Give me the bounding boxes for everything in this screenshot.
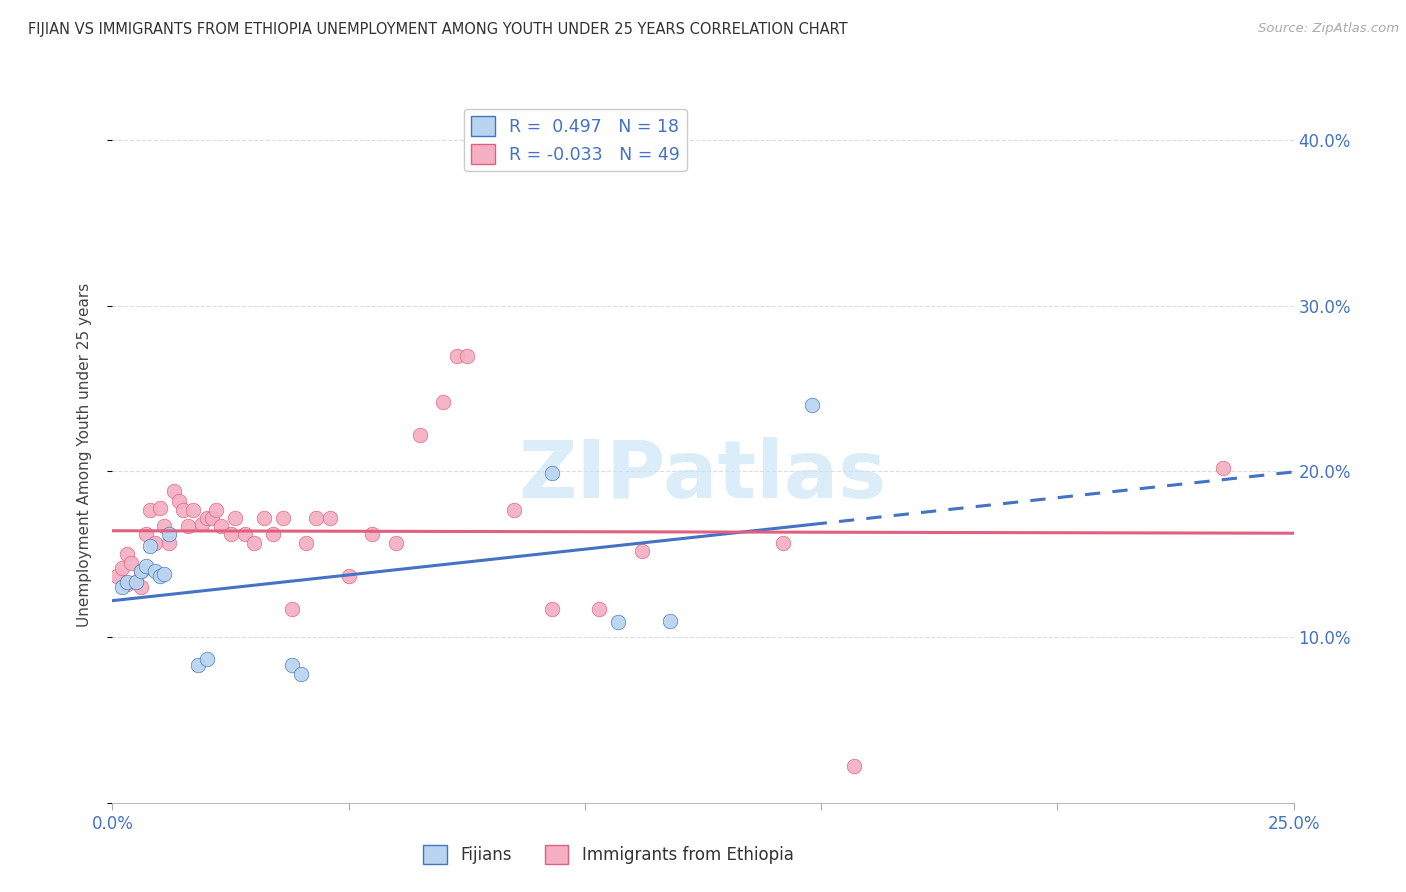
Point bbox=[149, 500, 172, 515]
Point bbox=[167, 494, 190, 508]
Point bbox=[271, 511, 294, 525]
Point bbox=[540, 466, 562, 480]
Point bbox=[172, 502, 194, 516]
Point bbox=[153, 519, 176, 533]
Point bbox=[630, 544, 652, 558]
Point bbox=[233, 527, 256, 541]
Point bbox=[319, 511, 342, 525]
Point bbox=[361, 527, 384, 541]
Point bbox=[135, 527, 157, 541]
Point bbox=[800, 398, 823, 412]
Point bbox=[177, 519, 200, 533]
Point bbox=[115, 577, 138, 591]
Point bbox=[588, 602, 610, 616]
Point bbox=[772, 535, 794, 549]
Text: FIJIAN VS IMMIGRANTS FROM ETHIOPIA UNEMPLOYMENT AMONG YOUTH UNDER 25 YEARS CORRE: FIJIAN VS IMMIGRANTS FROM ETHIOPIA UNEMP… bbox=[28, 22, 848, 37]
Point bbox=[115, 547, 138, 561]
Point bbox=[432, 395, 454, 409]
Point bbox=[607, 615, 630, 630]
Point bbox=[163, 484, 186, 499]
Point bbox=[135, 558, 157, 573]
Point bbox=[295, 535, 318, 549]
Point bbox=[157, 527, 180, 541]
Point bbox=[186, 658, 208, 673]
Point bbox=[540, 602, 562, 616]
Point bbox=[385, 535, 408, 549]
Point bbox=[503, 502, 526, 516]
Point bbox=[125, 575, 148, 590]
Point bbox=[129, 564, 152, 578]
Point bbox=[456, 349, 478, 363]
Point bbox=[281, 602, 304, 616]
Point bbox=[143, 535, 166, 549]
Point bbox=[281, 658, 304, 673]
Point bbox=[153, 567, 176, 582]
Point bbox=[224, 511, 246, 525]
Point bbox=[105, 569, 128, 583]
Point bbox=[253, 511, 276, 525]
Point bbox=[191, 517, 214, 532]
Text: Source: ZipAtlas.com: Source: ZipAtlas.com bbox=[1258, 22, 1399, 36]
Point bbox=[157, 535, 180, 549]
Point bbox=[844, 759, 866, 773]
Point bbox=[290, 666, 312, 681]
Point bbox=[337, 569, 360, 583]
Point bbox=[201, 511, 224, 525]
Text: ZIPatlas: ZIPatlas bbox=[519, 437, 887, 515]
Point bbox=[209, 519, 232, 533]
Point bbox=[195, 511, 218, 525]
Point bbox=[219, 527, 242, 541]
Point bbox=[143, 564, 166, 578]
Point bbox=[408, 428, 430, 442]
Legend: Fijians, Immigrants from Ethiopia: Fijians, Immigrants from Ethiopia bbox=[416, 838, 800, 871]
Point bbox=[111, 581, 134, 595]
Point bbox=[111, 560, 134, 574]
Point bbox=[139, 502, 162, 516]
Point bbox=[195, 651, 218, 665]
Point bbox=[262, 527, 284, 541]
Point bbox=[181, 502, 204, 516]
Point bbox=[129, 581, 152, 595]
Point bbox=[125, 575, 148, 590]
Point bbox=[205, 502, 228, 516]
Point bbox=[149, 569, 172, 583]
Point bbox=[1212, 461, 1234, 475]
Point bbox=[446, 349, 468, 363]
Point bbox=[139, 539, 162, 553]
Y-axis label: Unemployment Among Youth under 25 years: Unemployment Among Youth under 25 years bbox=[77, 283, 91, 627]
Point bbox=[115, 575, 138, 590]
Point bbox=[304, 511, 326, 525]
Point bbox=[243, 535, 266, 549]
Point bbox=[129, 564, 152, 578]
Point bbox=[120, 556, 142, 570]
Point bbox=[658, 614, 681, 628]
